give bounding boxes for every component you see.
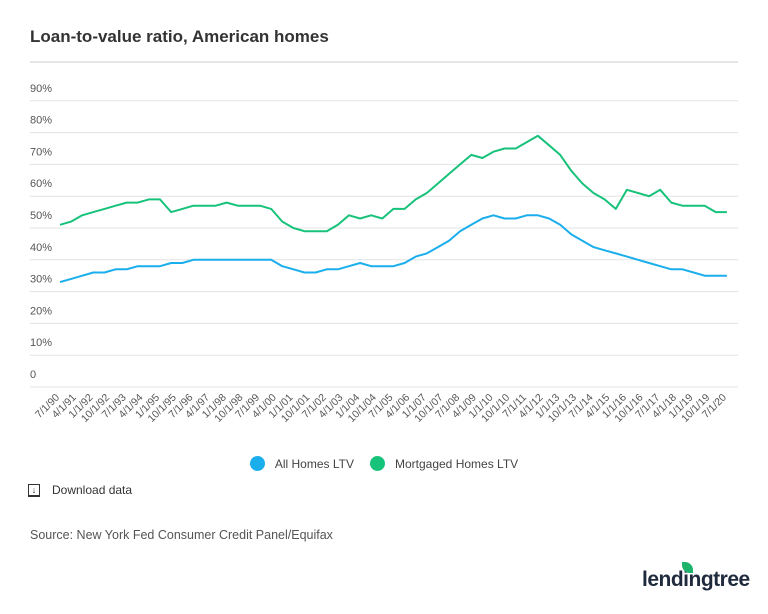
chart-title: Loan-to-value ratio, American homes — [30, 27, 329, 46]
y-tick-label: 30% — [30, 274, 52, 286]
y-tick-label: 70% — [30, 146, 52, 158]
y-tick-label: 40% — [30, 242, 52, 254]
legend-label: All Homes LTV — [274, 456, 354, 471]
lendingtree-logo: lendingtree — [642, 562, 750, 592]
legend-item-mortgaged[interactable]: Mortgaged Homes LTV — [369, 456, 519, 471]
y-tick-label: 0 — [30, 369, 36, 381]
leaf-icon — [682, 562, 693, 573]
source-note: Source: New York Fed Consumer Credit Pan… — [30, 528, 333, 542]
title-divider — [30, 61, 738, 63]
y-tick-label: 10% — [30, 337, 52, 349]
y-tick-label: 80% — [30, 115, 52, 127]
y-tick-label: 20% — [30, 305, 52, 317]
logo-text: lendingtree — [642, 568, 750, 591]
y-tick-label: 60% — [30, 178, 52, 190]
download-icon: ↓ — [28, 483, 40, 497]
y-tick-label: 50% — [30, 210, 52, 222]
legend-swatch-mortgaged — [369, 456, 385, 471]
legend: All Homes LTV Mortgaged Homes LTV — [0, 456, 768, 471]
download-data-button[interactable]: ↓ Download data — [28, 483, 132, 497]
y-tick-label: 90% — [30, 83, 52, 95]
line-chart: 010%20%30%40%50%60%70%80%90%7/1/904/1/91… — [30, 83, 738, 425]
legend-swatch-all-homes — [249, 456, 265, 471]
download-label: Download data — [52, 483, 133, 497]
mortgaged-homes-line — [59, 134, 727, 233]
legend-item-all-homes[interactable]: All Homes LTV — [249, 456, 354, 471]
legend-label: Mortgaged Homes LTV — [394, 456, 519, 471]
all-homes-line — [59, 214, 727, 284]
